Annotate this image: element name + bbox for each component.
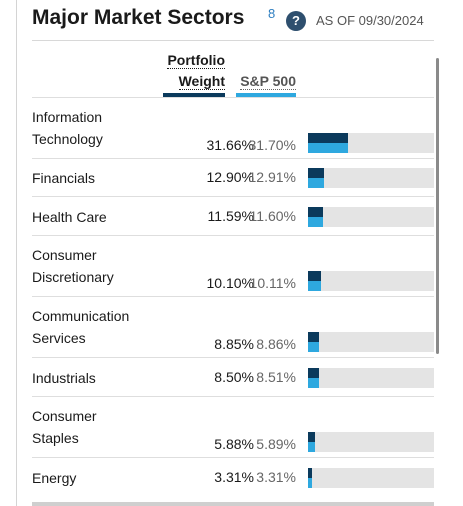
header-divider: [32, 40, 434, 41]
sector-name-line1: Industrials: [32, 370, 96, 386]
sector-name: Energy: [32, 467, 152, 489]
sector-name-line2: Services: [32, 330, 86, 346]
sector-name: Consumer Discretionary: [32, 244, 152, 288]
portfolio-weight-header[interactable]: Portfolio Weight: [160, 50, 225, 92]
sp500-weight-bar: [308, 143, 348, 153]
weight-bar-track: [308, 368, 434, 388]
sp500-weight-value: 31.70%: [248, 137, 296, 153]
sector-name: Communication Services: [32, 305, 152, 349]
scrollbar-thumb[interactable]: [436, 58, 439, 354]
portfolio-weight-bar: [308, 332, 320, 342]
portfolio-weight-bar: [308, 271, 321, 281]
sector-name-line1: Financials: [32, 170, 96, 186]
weight-bar-track: [308, 332, 434, 352]
portfolio-weight-value: 31.66%: [206, 137, 254, 153]
portfolio-weight-bar: [308, 133, 348, 143]
sector-name-line2: Staples: [32, 430, 79, 446]
portfolio-weight-bar: [308, 368, 319, 378]
weight-bar-track: [308, 168, 434, 188]
sp500-weight-bar: [308, 342, 320, 352]
sp500-weight-bar: [308, 478, 313, 488]
weight-bar-track: [308, 207, 434, 227]
sp500-weight-bar: [308, 178, 325, 188]
panel-frame: [16, 0, 463, 506]
portfolio-legend-swatch: [163, 93, 225, 97]
portfolio-weight-bar: [308, 468, 313, 478]
portfolio-header-line1: Portfolio: [167, 52, 225, 69]
sp500-header-label: S&P 500: [240, 73, 296, 90]
sp500-weight-value: 11.60%: [249, 208, 296, 224]
sector-name: Financials: [32, 167, 152, 189]
sp500-weight-value: 10.11%: [249, 275, 296, 291]
sector-row: Consumer Discretionary 10.10% 10.11%: [32, 235, 434, 297]
sp500-weight-value: 5.89%: [256, 436, 296, 452]
portfolio-weight-value: 11.59%: [207, 208, 254, 224]
portfolio-weight-bar: [308, 207, 323, 217]
sp500-header[interactable]: S&P 500: [236, 50, 296, 92]
sector-row: Information Technology 31.66% 31.70%: [32, 97, 434, 159]
sp500-weight-value: 3.31%: [256, 469, 296, 485]
portfolio-weight-value: 8.85%: [214, 336, 254, 352]
help-icon[interactable]: ?: [286, 11, 306, 31]
sector-name: Industrials: [32, 367, 152, 389]
sector-row: Communication Services 8.85% 8.86%: [32, 296, 434, 358]
weight-bar-track: [308, 432, 434, 452]
sector-name: Information Technology: [32, 106, 152, 150]
next-row-edge: [32, 502, 434, 506]
sp500-weight-value: 8.51%: [256, 369, 296, 385]
sector-row: Energy 3.31% 3.31%: [32, 457, 434, 497]
sector-name: Health Care: [32, 206, 152, 228]
sector-name-line1: Consumer: [32, 247, 97, 263]
portfolio-weight-value: 10.10%: [206, 275, 254, 291]
portfolio-weight-bar: [308, 432, 316, 442]
portfolio-weight-bar: [308, 168, 325, 178]
portfolio-weight-value: 8.50%: [214, 369, 254, 385]
as-of-date: AS OF 09/30/2024: [316, 13, 424, 28]
sp500-weight-bar: [308, 281, 321, 291]
portfolio-header-line2: Weight: [178, 73, 225, 90]
sp500-weight-bar: [308, 442, 316, 452]
sector-row: Industrials 8.50% 8.51%: [32, 357, 434, 397]
sp500-weight-bar: [308, 217, 323, 227]
section-title: Major Market Sectors: [32, 6, 245, 29]
section-header: Major Market Sectors 8 ? AS OF 09/30/202…: [32, 6, 452, 36]
sector-name-line2: Technology: [32, 131, 103, 147]
weight-bar-track: [308, 468, 434, 488]
weight-bar-track: [308, 133, 434, 153]
sector-name-line1: Energy: [32, 470, 77, 486]
sector-row: Health Care 11.59% 11.60%: [32, 196, 434, 236]
sp500-weight-bar: [308, 378, 319, 388]
sp500-weight-value: 8.86%: [256, 336, 296, 352]
portfolio-weight-value: 3.31%: [214, 469, 254, 485]
portfolio-weight-value: 12.90%: [206, 169, 254, 185]
portfolio-weight-value: 5.88%: [214, 436, 254, 452]
sector-row: Financials 12.90% 12.91%: [32, 158, 434, 197]
sector-name-line1: Communication: [32, 308, 130, 324]
sp500-weight-value: 12.91%: [248, 169, 296, 185]
footnote-link[interactable]: 8: [268, 6, 276, 21]
sector-name: Consumer Staples: [32, 405, 152, 449]
sector-name-line1: Information: [32, 109, 103, 125]
sector-row: Consumer Staples 5.88% 5.89%: [32, 396, 434, 458]
weight-bar-track: [308, 271, 434, 291]
sector-name-line1: Health Care: [32, 209, 107, 225]
sector-name-line2: Discretionary: [32, 269, 114, 285]
sp500-legend-swatch: [236, 93, 296, 97]
sector-name-line1: Consumer: [32, 408, 97, 424]
